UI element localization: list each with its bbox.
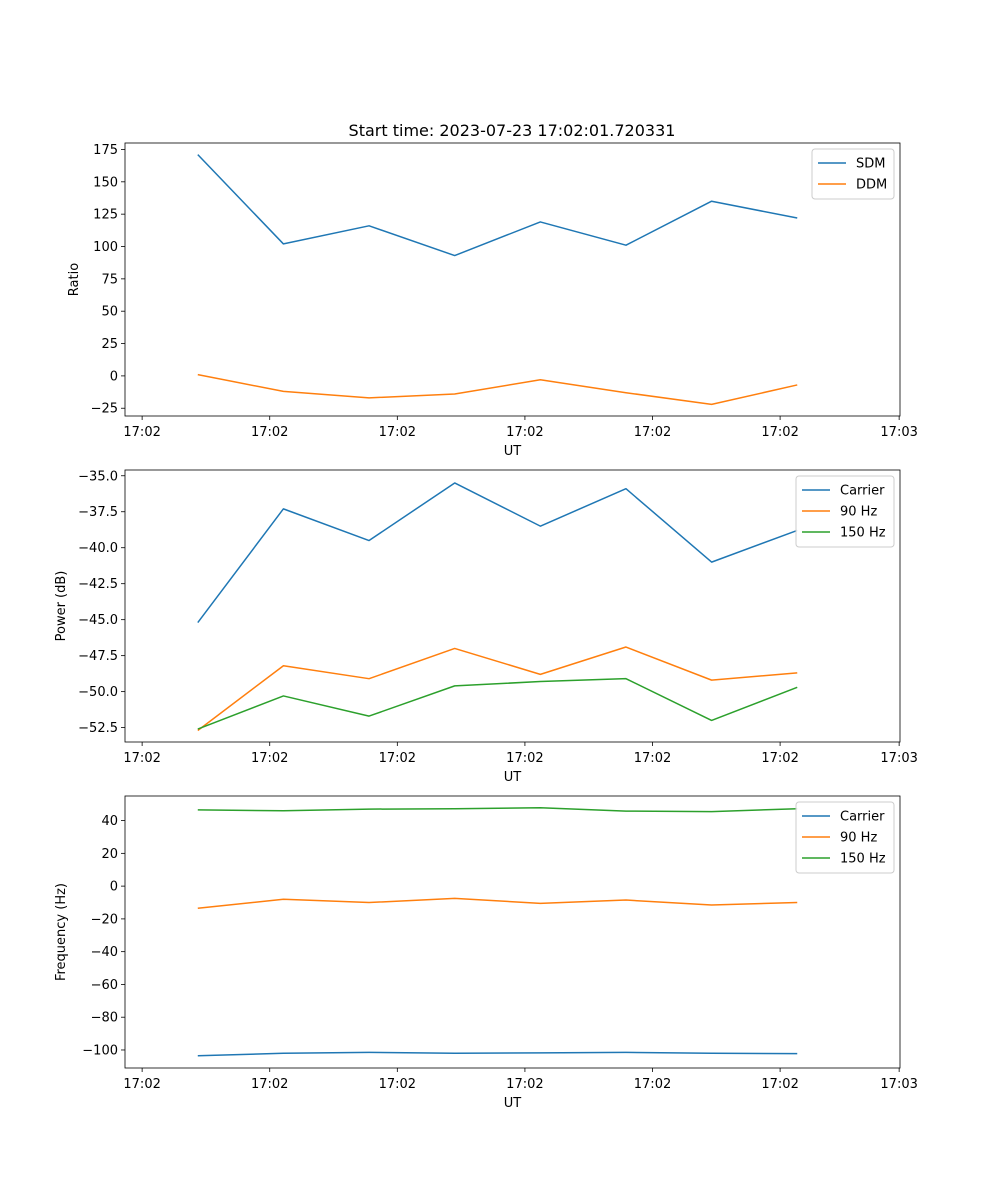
y-tick-label: −25 <box>91 402 118 417</box>
x-tick-label: 17:02 <box>506 751 543 766</box>
x-tick-label: 17:02 <box>634 425 671 440</box>
legend: Carrier 90 Hz 150 Hz <box>795 801 895 874</box>
x-tick-label: 17:03 <box>880 751 917 766</box>
series-line-150-hz <box>197 677 798 730</box>
legend-label: 150 Hz <box>840 526 886 541</box>
y-axis-label: Frequency (Hz) <box>54 883 69 981</box>
y-tick-label: 25 <box>101 337 118 352</box>
subplot-2: 17:02 17:02 17:02 17:02 17:02 17:02 17:03 −52.5… <box>54 469 918 785</box>
x-tick-label: 17:02 <box>251 751 288 766</box>
series-line-90-hz <box>197 897 798 909</box>
x-tick-label: 17:02 <box>123 751 160 766</box>
x-tick-label: 17:02 <box>379 1077 416 1092</box>
y-tick-label: 175 <box>93 143 118 158</box>
legend-label: 90 Hz <box>840 831 877 846</box>
y-tick-label: −35.0 <box>78 469 118 484</box>
x-tick-label: 17:02 <box>761 1077 798 1092</box>
y-tick-label: 20 <box>101 847 118 862</box>
y-tick-label: 0 <box>110 369 118 384</box>
y-tick-label: 50 <box>101 305 118 320</box>
y-axis-label: Ratio <box>67 263 82 296</box>
legend-label: Carrier <box>840 484 885 499</box>
x-tick-label: 17:02 <box>761 751 798 766</box>
x-tick-label: 17:02 <box>123 1077 160 1092</box>
x-tick-label: 17:03 <box>880 1077 917 1092</box>
legend-label: Carrier <box>840 810 885 825</box>
series-line-90-hz <box>197 646 798 732</box>
legend: Carrier 90 Hz 150 Hz <box>795 475 895 548</box>
x-tick-label: 17:02 <box>506 1077 543 1092</box>
x-tick-label: 17:02 <box>634 751 671 766</box>
series-line-ddm <box>197 373 798 406</box>
x-tick-label: 17:02 <box>506 425 543 440</box>
y-tick-label: −47.5 <box>78 649 118 664</box>
x-tick-label: 17:02 <box>251 425 288 440</box>
x-tick-label: 17:02 <box>123 425 160 440</box>
y-tick-label: 150 <box>93 175 118 190</box>
legend-label: 90 Hz <box>840 505 877 520</box>
subplot-1: 17:02 17:02 17:02 17:02 17:02 17:02 17:03 −25 0 2… <box>67 142 918 459</box>
y-tick-label: 100 <box>93 240 118 255</box>
y-tick-label: −40.0 <box>78 541 118 556</box>
axes-frame <box>124 795 901 1069</box>
series-line-sdm <box>197 154 798 257</box>
legend-box <box>795 801 895 874</box>
y-tick-label: −60 <box>91 978 118 993</box>
axes-frame <box>124 469 901 743</box>
y-tick-label: −100 <box>82 1043 118 1058</box>
x-tick-label: 17:02 <box>761 425 798 440</box>
series-line-carrier <box>197 1051 798 1057</box>
legend-box <box>811 148 895 200</box>
y-tick-label: −40 <box>91 945 118 960</box>
legend-box <box>795 475 895 548</box>
x-axis-label: UT <box>504 770 522 785</box>
legend-label: SDM <box>856 157 885 172</box>
subplot-3: 17:02 17:02 17:02 17:02 17:02 17:02 17:03 −100 −… <box>54 795 918 1111</box>
legend: SDM DDM <box>811 148 895 200</box>
charts-group: 17:02 17:02 17:02 17:02 17:02 17:02 17:03 −25 0 2… <box>54 142 918 1111</box>
y-tick-label: −42.5 <box>78 577 118 592</box>
y-tick-label: 40 <box>101 814 118 829</box>
x-tick-label: 17:02 <box>379 425 416 440</box>
y-tick-label: −37.5 <box>78 505 118 520</box>
x-axis-label: UT <box>504 444 522 459</box>
y-tick-label: −52.5 <box>78 721 118 736</box>
legend-label: DDM <box>856 178 887 193</box>
y-tick-label: 0 <box>110 880 118 895</box>
y-axis-label: Power (dB) <box>54 571 69 642</box>
x-axis-label: UT <box>504 1096 522 1111</box>
y-tick-label: −80 <box>91 1011 118 1026</box>
y-tick-label: −20 <box>91 912 118 927</box>
series-line-carrier <box>197 482 798 624</box>
x-tick-label: 17:02 <box>251 1077 288 1092</box>
y-tick-label: 125 <box>93 208 118 223</box>
y-tick-label: −50.0 <box>78 685 118 700</box>
x-tick-label: 17:02 <box>379 751 416 766</box>
legend-label: 150 Hz <box>840 852 886 867</box>
axes-frame <box>124 142 901 417</box>
x-tick-label: 17:03 <box>880 425 917 440</box>
x-tick-label: 17:02 <box>634 1077 671 1092</box>
y-tick-label: −45.0 <box>78 613 118 628</box>
y-tick-label: 75 <box>101 272 118 287</box>
figure-title: Start time: 2023-07-23 17:02:01.720331 <box>349 121 676 140</box>
series-line-150-hz <box>197 807 798 813</box>
